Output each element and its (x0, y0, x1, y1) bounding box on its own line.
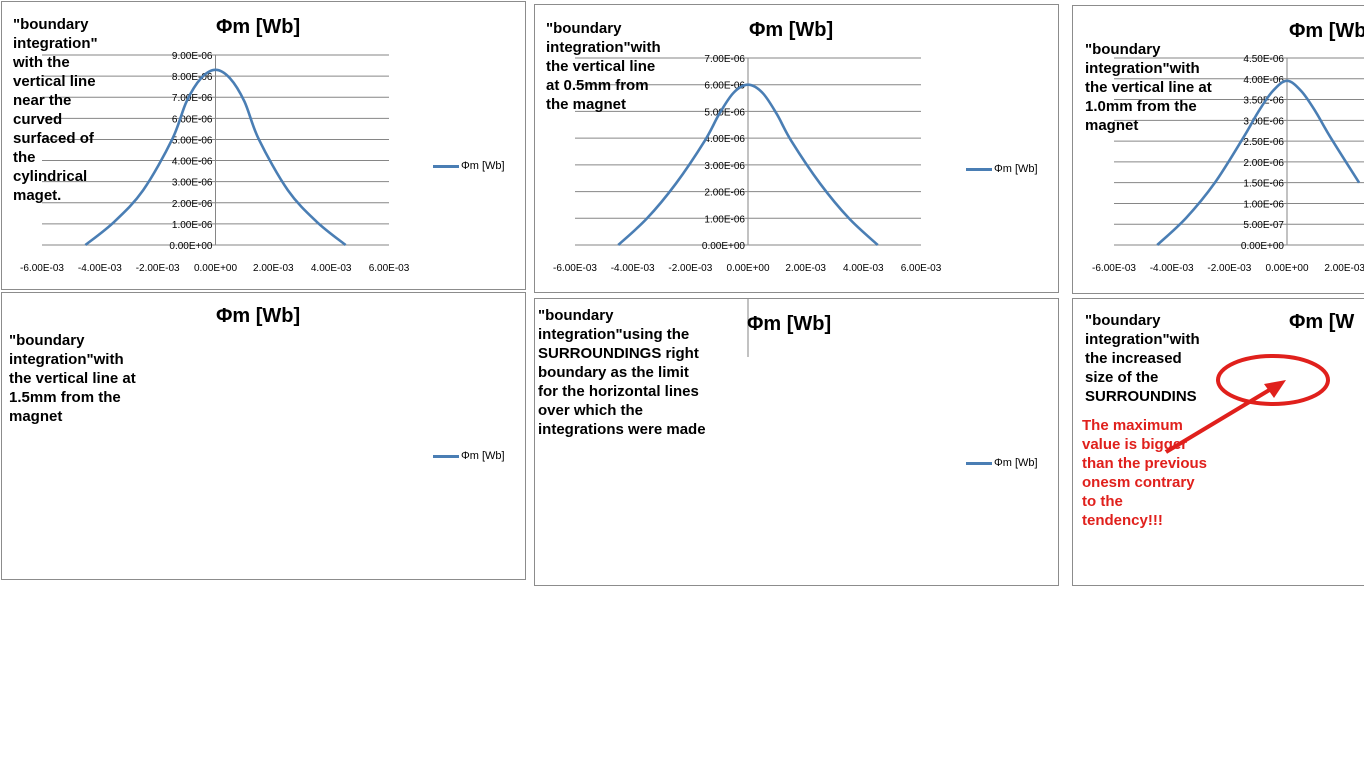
y-tick-label: 2.00E-06 (704, 188, 745, 199)
x-tick-label: -4.00E-03 (1150, 263, 1194, 274)
x-tick-label: 6.00E-03 (901, 263, 942, 274)
x-tick-label: -2.00E-03 (1207, 263, 1251, 274)
chart-caption: "boundary integration"with the vertical … (546, 20, 661, 113)
plot-area: -2.00E-20-6.00E-03-4.00E-03-2.00E-030.00… (747, 299, 749, 357)
y-tick-label: 8.00E-06 (172, 72, 213, 83)
y-tick-label: 3.00E-06 (172, 178, 213, 189)
y-tick-label: 6.00E-06 (172, 114, 213, 125)
y-tick-label: 0.00E+00 (1241, 241, 1285, 252)
x-tick-label: 4.00E-03 (311, 263, 352, 274)
x-tick-label: -6.00E-03 (553, 263, 597, 274)
x-tick-label: 0.00E+00 (726, 263, 770, 274)
y-tick-label: 4.00E-06 (172, 157, 213, 168)
chart-panel-1: 0.00E+00 1.00E-06 2.00E-06 3.00E-06 4.00E-06… (1, 1, 526, 290)
plot-area: 0.00E+00 5.00E-07 1.00E-06 1.50E-06 2.00E-06… (1092, 54, 1364, 274)
chart-title: Φm [Wb] (1289, 20, 1364, 42)
y-tick-label: 1.00E-06 (1243, 199, 1284, 210)
y-tick-label: 4.00E-06 (704, 134, 745, 145)
annotation-text: The maximum value is bigger than the pre… (1082, 417, 1208, 529)
y-tick-label: 6.00E-06 (704, 81, 745, 92)
chart-caption: "boundary integration"with the vertical … (9, 332, 136, 425)
y-tick-label: 4.00E-06 (1243, 75, 1284, 86)
chart-title: Φm [Wb] (216, 305, 301, 327)
legend-swatch (966, 461, 992, 465)
y-tick-label: 0.00E+00 (702, 241, 746, 252)
x-tick-label: 2.00E-03 (1324, 263, 1364, 274)
y-tick-label: 9.00E-06 (172, 51, 213, 62)
legend-swatch (433, 164, 459, 168)
chart-panel-6: 0.00E+005.00E-071.00E-061.50E-062.00E-06… (1072, 298, 1364, 586)
y-tick-label: 3.00E-06 (1243, 116, 1284, 127)
y-tick-label: 4.50E-06 (1243, 54, 1284, 65)
y-tick-label: 2.00E-06 (172, 199, 213, 210)
y-tick-label: 5.00E-06 (704, 107, 745, 118)
y-tick-label: 7.00E-06 (172, 93, 213, 104)
chart-caption: "boundary integration"using the SURROUND… (538, 307, 706, 438)
y-tick-label: 1.00E-06 (172, 220, 213, 231)
y-tick-label: 1.00E-06 (704, 214, 745, 225)
legend-swatch (433, 454, 459, 458)
legend-label: Φm [Wb] (461, 450, 505, 462)
y-tick-label: 0.00E+00 (169, 241, 213, 252)
legend-label: Φm [Wb] (994, 163, 1038, 175)
legend-label: Φm [Wb] (461, 160, 505, 172)
chart-panel-5: -2.00E-20-6.00E-03-4.00E-03-2.00E-030.00… (534, 298, 1059, 586)
chart-title: Φm [Wb] (747, 313, 832, 335)
series-line (1156, 79, 1361, 246)
chart-legend: Φm [Wb] (433, 160, 505, 172)
x-tick-label: 4.00E-03 (843, 263, 884, 274)
x-tick-label: 0.00E+00 (1265, 263, 1309, 274)
chart-panel-3: 0.00E+00 5.00E-07 1.00E-06 1.50E-06 2.00E-06… (1072, 5, 1364, 294)
chart-title: Φm [Wb] (749, 19, 834, 41)
chart-legend: Φm [Wb] (966, 163, 1038, 175)
legend-swatch (966, 167, 992, 171)
x-tick-label: 2.00E-03 (253, 263, 294, 274)
chart-caption: "boundary integration"with the increased… (1085, 312, 1200, 405)
chart-caption: "boundary integration"with the vertical … (1085, 41, 1212, 134)
x-tick-label: 0.00E+00 (194, 263, 238, 274)
chart-title: Φm [W (1289, 311, 1355, 333)
chart-legend: Φm [Wb] (433, 450, 505, 462)
y-tick-label: 5.00E-06 (172, 135, 213, 146)
plot-area: 0.00E+00 1.00E-06 2.00E-06 3.00E-06 4.00E-06… (553, 54, 942, 274)
x-tick-label: -6.00E-03 (1092, 263, 1136, 274)
legend-label: Φm [Wb] (994, 457, 1038, 469)
x-tick-label: -4.00E-03 (78, 263, 122, 274)
series-line (617, 83, 879, 246)
x-tick-label: 2.00E-03 (785, 263, 826, 274)
chart-legend: Φm [Wb] (966, 457, 1038, 469)
y-tick-label: 2.00E-06 (1243, 158, 1284, 169)
x-tick-label: -2.00E-03 (668, 263, 712, 274)
chart-title: Φm [Wb] (216, 16, 301, 38)
series-line (84, 68, 347, 247)
y-tick-label: 7.00E-06 (704, 54, 745, 65)
chart-panel-4: 0.00E+005.00E-071.00E-061.50E-062.00E-06… (1, 292, 526, 580)
plot-area: 0.00E+00 1.00E-06 2.00E-06 3.00E-06 4.00E-06… (20, 51, 410, 274)
y-tick-label: 2.50E-06 (1243, 137, 1284, 148)
x-tick-label: 6.00E-03 (369, 263, 410, 274)
x-tick-label: -4.00E-03 (611, 263, 655, 274)
y-tick-label: 5.00E-07 (1243, 220, 1284, 231)
chart-panel-2: 0.00E+00 1.00E-06 2.00E-06 3.00E-06 4.00E-06… (534, 4, 1059, 293)
x-tick-label: -2.00E-03 (136, 263, 180, 274)
chart-caption: "boundary integration" with the vertical… (13, 16, 98, 204)
y-tick-label: 3.00E-06 (704, 161, 745, 172)
y-tick-label: 1.50E-06 (1243, 179, 1284, 190)
x-tick-label: -6.00E-03 (20, 263, 64, 274)
